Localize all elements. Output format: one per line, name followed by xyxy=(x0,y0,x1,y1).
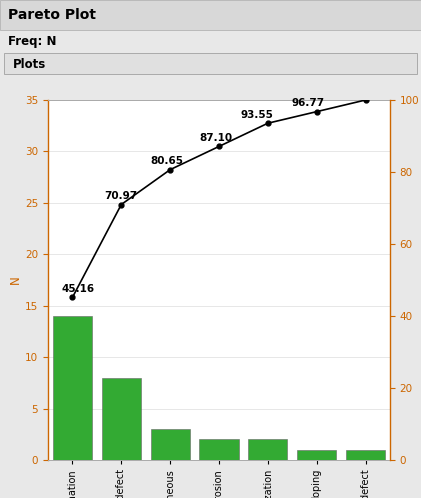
Text: 87.10: 87.10 xyxy=(200,133,233,143)
Text: 80.65: 80.65 xyxy=(151,156,184,166)
Y-axis label: N: N xyxy=(9,275,22,284)
Bar xyxy=(53,316,92,460)
Text: 96.77: 96.77 xyxy=(292,98,325,108)
Text: 70.97: 70.97 xyxy=(105,191,138,201)
Bar xyxy=(200,439,239,460)
Text: Plots: Plots xyxy=(13,57,46,71)
Text: Pareto Plot: Pareto Plot xyxy=(8,8,96,22)
Bar xyxy=(4,53,417,75)
Text: 45.16: 45.16 xyxy=(61,284,94,294)
Text: Freq: N: Freq: N xyxy=(8,34,57,47)
Bar xyxy=(102,377,141,460)
Bar xyxy=(151,429,190,460)
Bar xyxy=(346,450,385,460)
Bar xyxy=(297,450,336,460)
Bar xyxy=(248,439,288,460)
Text: 93.55: 93.55 xyxy=(240,110,273,120)
Bar xyxy=(0,0,421,30)
